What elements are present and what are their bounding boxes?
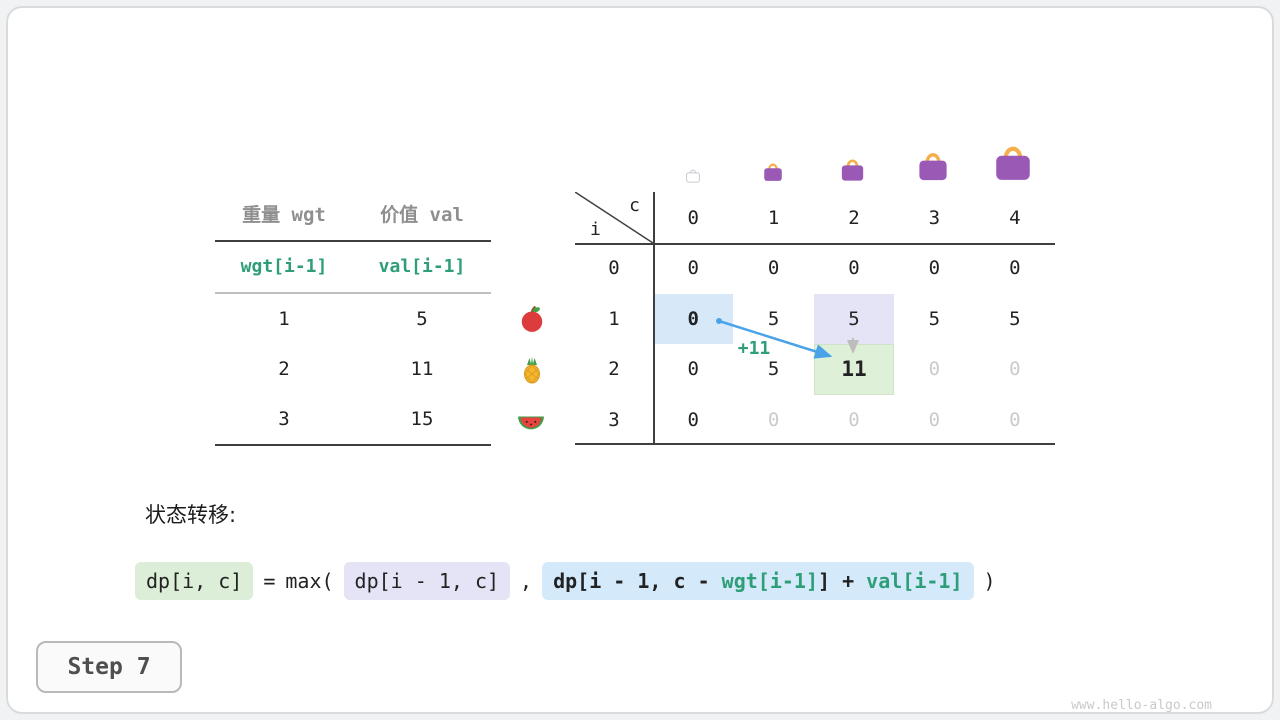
- pineapple-icon: [524, 356, 540, 384]
- dp-col-header-3: 3: [928, 206, 941, 229]
- item-table-header-row: 重量 wgt 价值 val: [215, 190, 491, 240]
- formula-close-paren: ): [983, 569, 996, 593]
- item-1-weight: 1: [278, 308, 290, 330]
- dp-row-header-1: 1: [608, 307, 620, 330]
- item-table-header-value: 价值 val: [380, 204, 464, 226]
- bag-capacity-2-icon: [841, 159, 864, 181]
- dp-cell-0-2: 0: [848, 257, 860, 280]
- dp-cell-0-0: 0: [687, 257, 699, 280]
- watermelon-icon: [518, 416, 544, 430]
- dp-cell-0-4: 0: [1009, 257, 1021, 280]
- dp-row-header-0: 0: [608, 257, 620, 280]
- dp-cell-2-2: 11: [813, 344, 895, 395]
- value-add-annotation: +11: [737, 338, 771, 359]
- item-table-header-weight: 重量 wgt: [242, 204, 326, 226]
- watermark: www.hello-algo.com: [1071, 698, 1212, 713]
- dp-cell-2-3: 0: [928, 358, 941, 381]
- dp-cell-2-0: 0: [687, 358, 699, 381]
- bag-capacity-3-icon: [919, 153, 947, 181]
- dp-corner-cell: c i: [575, 192, 653, 243]
- diagonal-divider: [575, 192, 653, 243]
- formula-max-open: max(: [285, 569, 334, 593]
- apple-icon: [521, 306, 543, 332]
- dp-col-header-0: 0: [687, 206, 699, 229]
- item-table: 重量 wgt 价值 val wgt[i-1] val[i-1] 1 5 2 11…: [215, 190, 491, 446]
- dp-corner-col-label: c: [629, 195, 640, 216]
- bag-capacity-0-icon: [686, 169, 700, 183]
- formula-arg2-infix: ] +: [818, 569, 867, 593]
- item-row-1: 1 5: [215, 294, 491, 344]
- dp-table-bottom-rule: [575, 443, 1055, 445]
- dp-cell-1-1: 5: [767, 307, 780, 330]
- transition-formula: dp[i, c] = max( dp[i - 1, c] , dp[i - 1,…: [135, 561, 996, 601]
- dp-col-header-4: 4: [1009, 206, 1021, 229]
- dp-col-header-2: 2: [848, 206, 860, 229]
- dp-cell-1-0: 0: [653, 293, 734, 344]
- dp-cell-2-1: 5: [767, 358, 780, 381]
- dp-col-header-1: 1: [767, 206, 780, 229]
- dp-table-header-rule: [575, 243, 1055, 245]
- dp-cell-1-3: 5: [928, 307, 941, 330]
- item-table-formula-row: wgt[i-1] val[i-1]: [215, 242, 491, 292]
- item-1-value: 5: [416, 308, 428, 330]
- dp-cell-3-0: 0: [687, 408, 699, 431]
- dp-cell-0-3: 0: [928, 257, 941, 280]
- item-row-2: 2 11: [215, 344, 491, 394]
- item-table-wgt-formula: wgt[i-1]: [240, 256, 328, 277]
- dp-cell-3-1: 0: [767, 408, 780, 431]
- dp-cell-1-2: 5: [813, 293, 895, 344]
- item-table-val-formula: val[i-1]: [378, 256, 466, 277]
- formula-arg2-wgt: wgt[i-1]: [721, 569, 818, 593]
- dp-table: c i 0 1 2 3 4 0 0 0 0 0 0 1 0 5 5 5 5 2 …: [575, 192, 1055, 445]
- formula-comma: ,: [520, 569, 533, 593]
- formula-equals: =: [263, 569, 276, 593]
- divider: [215, 444, 491, 446]
- item-row-3: 3 15: [215, 394, 491, 444]
- dp-cell-3-3: 0: [928, 408, 941, 431]
- formula-lhs-chip: dp[i, c]: [135, 562, 254, 600]
- item-2-weight: 2: [278, 358, 290, 380]
- dp-row-header-3: 3: [608, 408, 620, 431]
- dp-cell-3-2: 0: [848, 408, 860, 431]
- dp-row-header-2: 2: [608, 358, 620, 381]
- bag-capacity-1-icon: [764, 163, 782, 181]
- divider: [215, 240, 491, 242]
- bag-capacity-4-icon: [996, 146, 1030, 180]
- transition-title: 状态转移:: [145, 503, 237, 527]
- item-2-value: 11: [410, 358, 434, 380]
- formula-arg2-chip: dp[i - 1, c - wgt[i-1]] + val[i-1]: [542, 562, 974, 600]
- formula-arg2-prefix: dp[i - 1, c -: [553, 569, 722, 593]
- item-3-value: 15: [410, 408, 434, 430]
- dp-corner-row-label: i: [590, 219, 601, 240]
- dp-cell-0-1: 0: [767, 257, 780, 280]
- dp-table-column-rule: [653, 192, 655, 445]
- dp-cell-3-4: 0: [1009, 408, 1021, 431]
- dp-cell-2-4: 0: [1009, 358, 1021, 381]
- formula-arg2-val: val[i-1]: [866, 569, 963, 593]
- dp-cell-1-4: 5: [1009, 307, 1021, 330]
- step-badge[interactable]: Step 7: [36, 641, 182, 693]
- item-3-weight: 3: [278, 408, 290, 430]
- divider: [215, 292, 491, 294]
- formula-arg1-chip: dp[i - 1, c]: [343, 562, 511, 600]
